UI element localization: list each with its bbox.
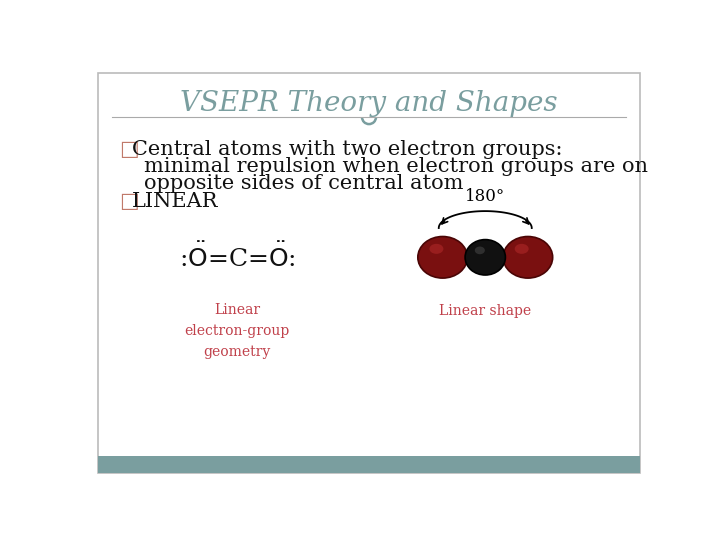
Text: :$\rm\ddot{O}$=C=$\rm\ddot{O}$:: :$\rm\ddot{O}$=C=$\rm\ddot{O}$: [179, 243, 296, 272]
FancyBboxPatch shape [98, 72, 640, 473]
Text: □: □ [120, 192, 139, 211]
Text: minimal repulsion when electron groups are on: minimal repulsion when electron groups a… [144, 157, 648, 176]
Text: □: □ [120, 140, 139, 159]
Ellipse shape [429, 244, 444, 254]
Text: VSEPR Theory and Shapes: VSEPR Theory and Shapes [180, 90, 558, 117]
Ellipse shape [503, 237, 553, 278]
Text: Linear shape: Linear shape [439, 303, 531, 318]
Ellipse shape [474, 247, 485, 254]
Ellipse shape [418, 237, 467, 278]
Ellipse shape [465, 240, 505, 275]
Text: LINEAR: LINEAR [132, 192, 218, 211]
Text: 180°: 180° [465, 188, 505, 205]
FancyBboxPatch shape [98, 456, 640, 473]
Ellipse shape [515, 244, 528, 254]
Text: opposite sides of central atom: opposite sides of central atom [144, 174, 464, 193]
Text: Linear
electron-group
geometry: Linear electron-group geometry [184, 303, 290, 359]
Text: Central atoms with two electron groups:: Central atoms with two electron groups: [132, 140, 562, 159]
